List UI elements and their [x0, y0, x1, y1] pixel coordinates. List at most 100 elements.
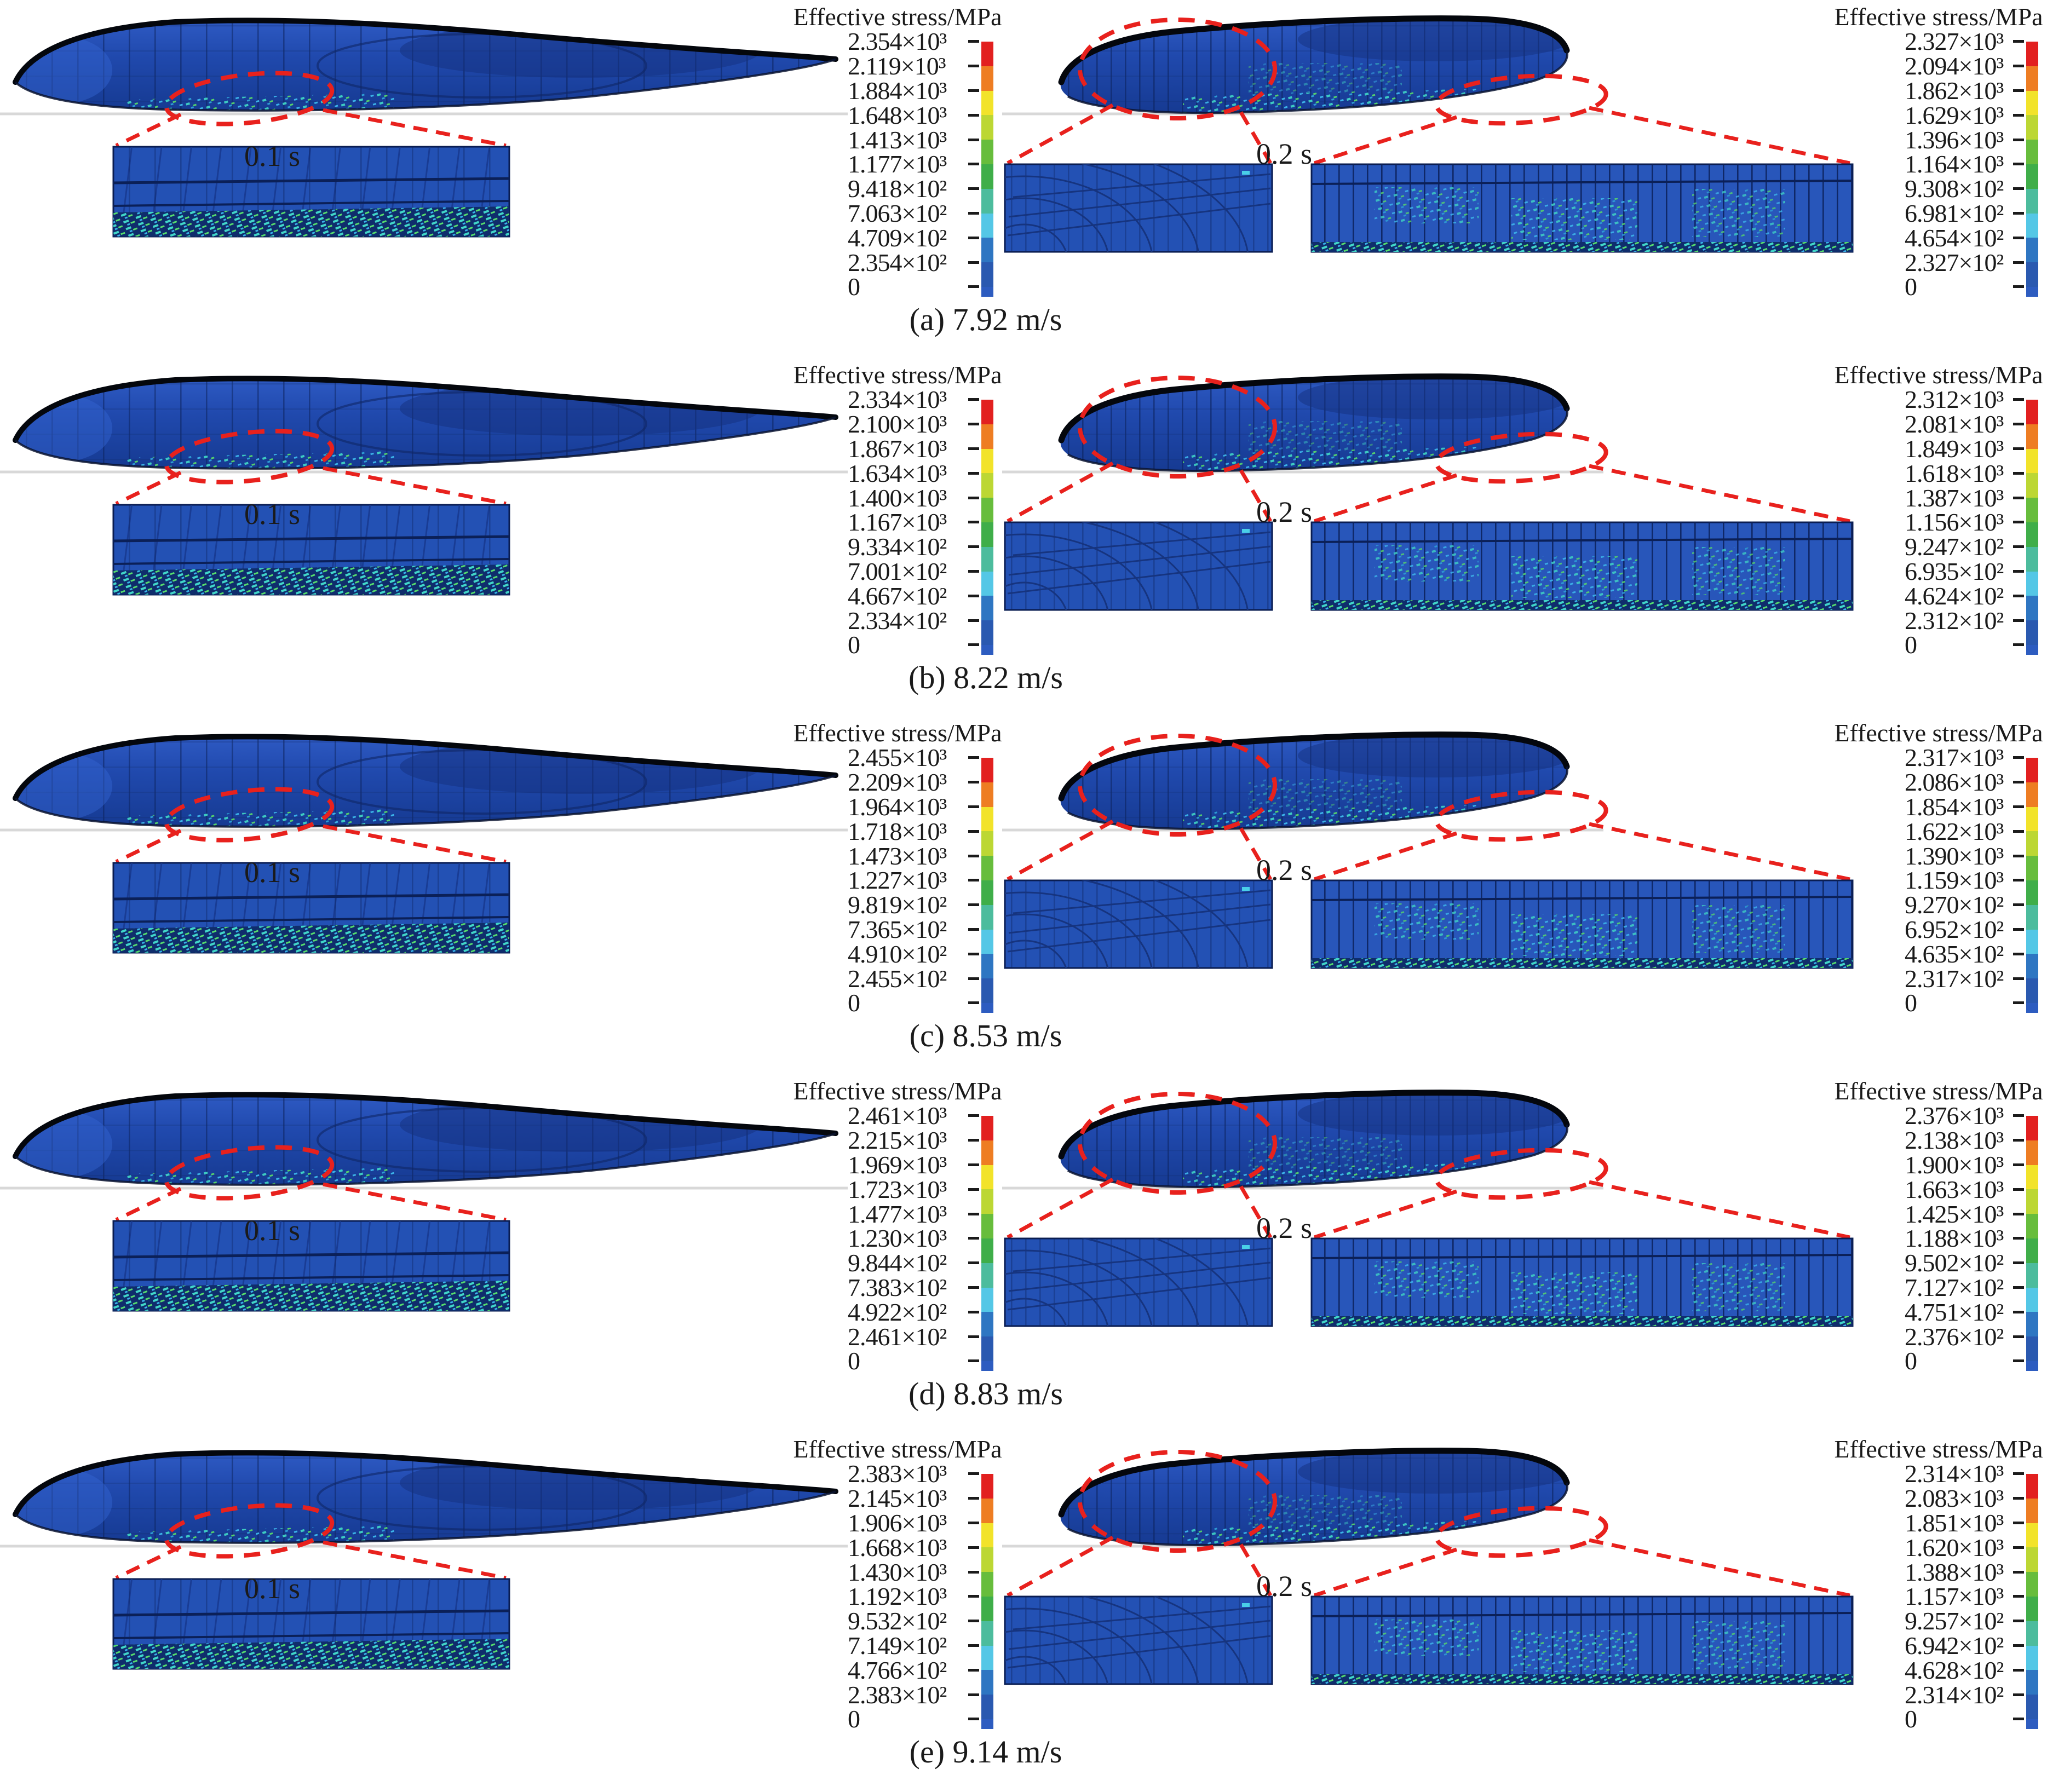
colorbar-segment: [981, 571, 993, 596]
colorbar-tick-mark: [2013, 1570, 2024, 1574]
colorbar-ticks: 2.314×10³ 2.083×10³ 1.851×10³ 1.620×10³ 1.38…: [1905, 1460, 2024, 1733]
colorbar-tick-label: 2.334×10³: [848, 385, 947, 414]
leader-line: [1589, 106, 1850, 165]
colorbar-bar: [981, 1116, 993, 1371]
colorbar-tick: 1.157×10³: [1905, 1582, 2024, 1610]
colorbar-tick-mark: [2013, 1237, 2024, 1240]
colorbar-tick-mark: [2013, 1620, 2024, 1623]
colorbar-tick: 1.622×10³: [1905, 817, 2024, 845]
colorbar-tick: 1.969×10³: [848, 1151, 979, 1179]
colorbar-tick-mark: [968, 261, 979, 264]
colorbar-tick: 7.063×10²: [848, 199, 979, 227]
inset-zoom-left: [112, 1220, 510, 1312]
colorbar-tick-mark: [2013, 619, 2024, 622]
colorbar-tick-label: 4.922×10²: [848, 1298, 947, 1326]
colorbar-segment: [981, 1165, 993, 1190]
colorbar-tick: 1.618×10³: [1905, 459, 2024, 487]
colorbar-tick-label: 7.365×10²: [848, 915, 947, 943]
colorbar-segment: [981, 1336, 993, 1361]
colorbar-bar: [2026, 42, 2038, 297]
colorbar-tick-label: 1.622×10³: [1905, 817, 2004, 845]
colorbar-segment: [981, 498, 993, 522]
colorbar-segment: [981, 262, 993, 287]
colorbar-tick-mark: [968, 398, 979, 401]
colorbar-tick: 1.387×10³: [1905, 484, 2024, 512]
zoom-annotations: [115, 1450, 1850, 1598]
colorbar-tick-label: 1.396×10³: [1905, 125, 2004, 154]
colorbar-tick: 2.334×10²: [848, 607, 979, 635]
colorbar-tick-label: 9.270×10²: [1905, 891, 2004, 919]
colorbar-segment: [981, 238, 993, 263]
hull-contour-left: [8, 736, 836, 828]
inset-zoom-right-2: [1310, 521, 1854, 611]
highlight-ellipse: [1078, 734, 1277, 837]
colorbar-title: Effective stress/MPa: [1834, 3, 2043, 31]
colorbar-ticks: 2.312×10³ 2.081×10³ 1.849×10³ 1.618×10³ 1.38…: [1905, 385, 2024, 659]
colorbar-tick-label: 1.718×10³: [848, 817, 947, 845]
colorbar-tick-label: 1.390×10³: [1905, 842, 2004, 870]
colorbar-tick: 2.312×10³: [1905, 385, 2024, 413]
row-caption: (e) 9.14 m/s: [909, 1734, 1062, 1770]
colorbar-segment: [2026, 1523, 2038, 1548]
colorbar-tick: 1.156×10³: [1905, 508, 2024, 536]
colorbar-tick-mark: [968, 1188, 979, 1191]
colorbar-tick: 1.164×10³: [1905, 150, 2024, 178]
colorbar-tick-label: 6.981×10²: [1905, 199, 2004, 227]
colorbar-tick-mark: [2013, 1163, 2024, 1166]
colorbar-tick: 1.851×10³: [1905, 1509, 2024, 1537]
leader-line: [323, 1540, 507, 1580]
leader-line: [1239, 111, 1273, 164]
colorbar-tick-label: 1.969×10³: [848, 1151, 947, 1179]
colorbar-segment: [981, 164, 993, 189]
colorbar-segment: [2026, 954, 2038, 979]
colorbar-tick-mark: [968, 1310, 979, 1313]
stress-contour-figure: [0, 1432, 1854, 1685]
colorbar-tick: 1.167×10³: [848, 508, 979, 536]
colorbar-end-stub: [2026, 1361, 2038, 1371]
colorbar-tick-mark: [968, 521, 979, 524]
colorbar-segment: [981, 1116, 993, 1140]
leader-line: [1239, 1543, 1273, 1597]
colorbar-segment: [981, 1312, 993, 1337]
leader-line: [1313, 1189, 1458, 1240]
colorbar-tick-mark: [2013, 1546, 2024, 1549]
colorbar-tick-mark: [968, 211, 979, 215]
colorbar-end-stub: [981, 644, 993, 655]
colorbar-tick: 1.473×10³: [848, 842, 979, 870]
colorbar-tick: 4.922×10²: [848, 1298, 979, 1326]
colorbar-tick: 9.844×10²: [848, 1249, 979, 1277]
colorbar-segment: [981, 448, 993, 474]
colorbar-segment: [981, 1596, 993, 1621]
colorbar-ticks: 2.327×10³ 2.094×10³ 1.862×10³ 1.629×10³ 1.39…: [1905, 27, 2024, 301]
colorbar-tick-label: 4.635×10²: [1905, 940, 2004, 968]
colorbar-segment: [981, 1474, 993, 1499]
colorbar-tick-label: 2.455×10²: [848, 964, 947, 993]
colorbar-tick-label: 1.629×10³: [1905, 101, 2004, 129]
colorbar-tick-mark: [2013, 903, 2024, 907]
colorbar-tick: 1.188×10³: [1905, 1224, 2024, 1252]
colorbar-segment: [2026, 1572, 2038, 1597]
colorbar-tick-label: 7.127×10²: [1905, 1273, 2004, 1301]
colorbar-tick-label: 2.138×10³: [1905, 1126, 2004, 1155]
colorbar-tick: 1.177×10³: [848, 150, 979, 178]
colorbar-tick-mark: [2013, 805, 2024, 808]
colorbar-tick-label: 1.430×10³: [848, 1558, 947, 1586]
colorbar-tick-mark: [968, 113, 979, 117]
colorbar-tick-label: 0: [848, 273, 860, 301]
colorbar-tick: 1.849×10³: [1905, 435, 2024, 463]
colorbar-tick-mark: [2013, 1718, 2024, 1721]
colorbar-tick-mark: [2013, 756, 2024, 759]
colorbar-tick: 1.867×10³: [848, 435, 979, 463]
colorbar-tick-label: 2.314×10³: [1905, 1460, 2004, 1488]
colorbar-segment: [981, 1214, 993, 1238]
colorbar-tick-mark: [2013, 398, 2024, 401]
time-label-right: 0.2 s: [1256, 1570, 1312, 1603]
colorbar-tick: 1.230×10³: [848, 1224, 979, 1252]
colorbar-tick: 1.634×10³: [848, 459, 979, 487]
colorbar-segment: [2026, 1238, 2038, 1263]
colorbar-segment: [2026, 546, 2038, 572]
colorbar-tick-label: 1.425×10³: [1905, 1200, 2004, 1228]
colorbar-tick-mark: [2013, 423, 2024, 426]
colorbar-tick: 4.654×10²: [1905, 224, 2024, 252]
zoom-annotations: [115, 734, 1850, 881]
